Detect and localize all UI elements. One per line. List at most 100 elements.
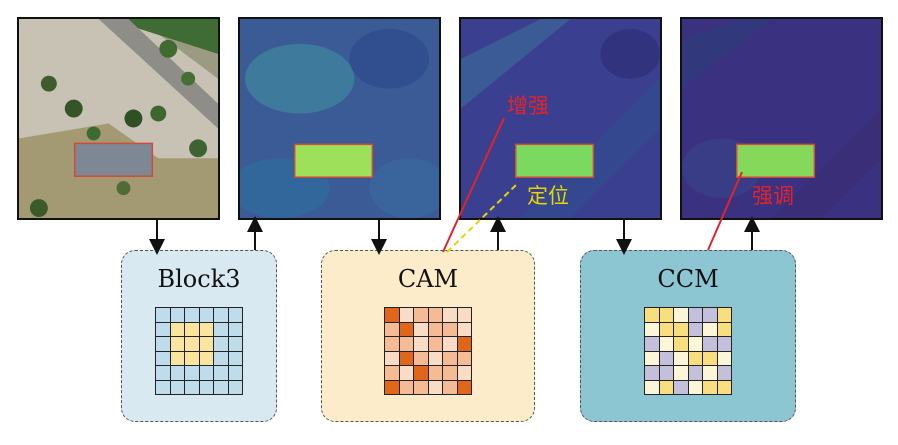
block3-feature-grid: [155, 307, 243, 395]
block3-grid-cell: [199, 380, 214, 395]
block3-grid-cell: [156, 366, 171, 381]
block3-grid-cell: [199, 337, 214, 352]
block3-grid-cell: [156, 322, 171, 337]
cam-grid-cell: [385, 380, 400, 395]
ccm-grid-cell: [659, 322, 674, 337]
ccm-grid-cell: [645, 366, 660, 381]
ccm-grid-cell: [659, 366, 674, 381]
cam-grid-cell: [457, 380, 472, 395]
cam-grid-cell: [457, 337, 472, 352]
ccm-grid-cell: [703, 351, 718, 366]
ccm-grid-cell: [688, 380, 703, 395]
cam-title: CAM: [397, 265, 459, 293]
block3-grid-cell: [228, 380, 243, 395]
cam-grid-cell: [385, 337, 400, 352]
ccm-grid-cell: [688, 366, 703, 381]
ccm-grid-cell: [674, 308, 689, 323]
block3-grid-cell: [170, 366, 185, 381]
block3-grid-cell: [185, 380, 200, 395]
cam-grid-cell: [443, 337, 458, 352]
block3-grid-cell: [185, 337, 200, 352]
ccm-grid-cell: [645, 322, 660, 337]
block3-grid-cell: [156, 308, 171, 323]
block3-grid-cell: [228, 337, 243, 352]
cam-grid-cell: [457, 322, 472, 337]
aerial-image: [19, 19, 218, 218]
cam-grid-cell: [414, 351, 429, 366]
ccm-grid-cell: [717, 308, 732, 323]
cam-grid-cell: [428, 308, 443, 323]
ccm-grid-cell: [688, 337, 703, 352]
cam-grid-cell: [399, 322, 414, 337]
ccm-module: CCM: [580, 250, 796, 422]
cam-grid-cell: [399, 351, 414, 366]
ccm-grid-cell: [688, 351, 703, 366]
cam-grid-cell: [428, 337, 443, 352]
cam-grid-cell: [428, 380, 443, 395]
cam-grid-cell: [385, 322, 400, 337]
cam-grid-cell: [428, 351, 443, 366]
cam-grid-cell: [414, 380, 429, 395]
block3-grid-cell: [199, 366, 214, 381]
ccm-grid-cell: [703, 337, 718, 352]
block3-grid-cell: [185, 322, 200, 337]
cam-grid-cell: [385, 351, 400, 366]
ccm-grid-cell: [659, 308, 674, 323]
ccm-grid-cell: [703, 308, 718, 323]
cam-grid-cell: [457, 308, 472, 323]
block3-grid-cell: [170, 351, 185, 366]
ccm-grid-cell: [674, 351, 689, 366]
ccm-grid-cell: [645, 351, 660, 366]
block3-grid-cell: [170, 337, 185, 352]
block3-grid-cell: [228, 366, 243, 381]
ccm-title: CCM: [657, 265, 719, 293]
block3-grid-cell: [185, 308, 200, 323]
cam-grid-cell: [414, 366, 429, 381]
cam-grid-cell: [414, 308, 429, 323]
ccm-grid-cell: [674, 380, 689, 395]
block3-grid-cell: [214, 380, 229, 395]
ccm-grid-cell: [717, 322, 732, 337]
ccm-grid-cell: [659, 351, 674, 366]
cam-grid-cell: [399, 380, 414, 395]
cam-grid-cell: [428, 322, 443, 337]
block3-heatmap-panel: [238, 17, 441, 220]
cam-grid-cell: [443, 308, 458, 323]
ccm-grid-cell: [674, 337, 689, 352]
ccm-grid-cell: [717, 366, 732, 381]
block3-grid-cell: [214, 322, 229, 337]
cam-module: CAM: [321, 250, 535, 422]
block3-heatmap: [240, 19, 439, 218]
locate-annotation: 定位: [527, 184, 569, 208]
cam-grid-cell: [457, 366, 472, 381]
block3-grid-cell: [228, 322, 243, 337]
cam-grid-cell: [443, 351, 458, 366]
block3-grid-cell: [214, 351, 229, 366]
ccm-grid-cell: [659, 337, 674, 352]
ccm-grid-cell: [717, 380, 732, 395]
ccm-grid-cell: [717, 337, 732, 352]
aerial-image-panel: [17, 17, 220, 220]
ccm-grid-cell: [674, 366, 689, 381]
cam-grid-cell: [385, 366, 400, 381]
emphasize-annotation: 强调: [752, 184, 794, 208]
block3-grid-cell: [170, 380, 185, 395]
ccm-grid-cell: [645, 380, 660, 395]
cam-grid-cell: [399, 308, 414, 323]
cam-grid-cell: [414, 337, 429, 352]
ccm-grid-cell: [717, 351, 732, 366]
block3-module: Block3: [121, 250, 277, 422]
block3-title: Block3: [157, 265, 241, 293]
block3-grid-cell: [185, 351, 200, 366]
block3-grid-cell: [214, 337, 229, 352]
block3-grid-cell: [199, 308, 214, 323]
cam-grid-cell: [457, 351, 472, 366]
block3-grid-cell: [228, 308, 243, 323]
block3-grid-cell: [170, 308, 185, 323]
cam-grid-cell: [443, 322, 458, 337]
block3-grid-cell: [199, 351, 214, 366]
cam-grid-cell: [428, 366, 443, 381]
cam-grid-cell: [414, 322, 429, 337]
block3-grid-cell: [156, 380, 171, 395]
block3-grid-cell: [185, 366, 200, 381]
